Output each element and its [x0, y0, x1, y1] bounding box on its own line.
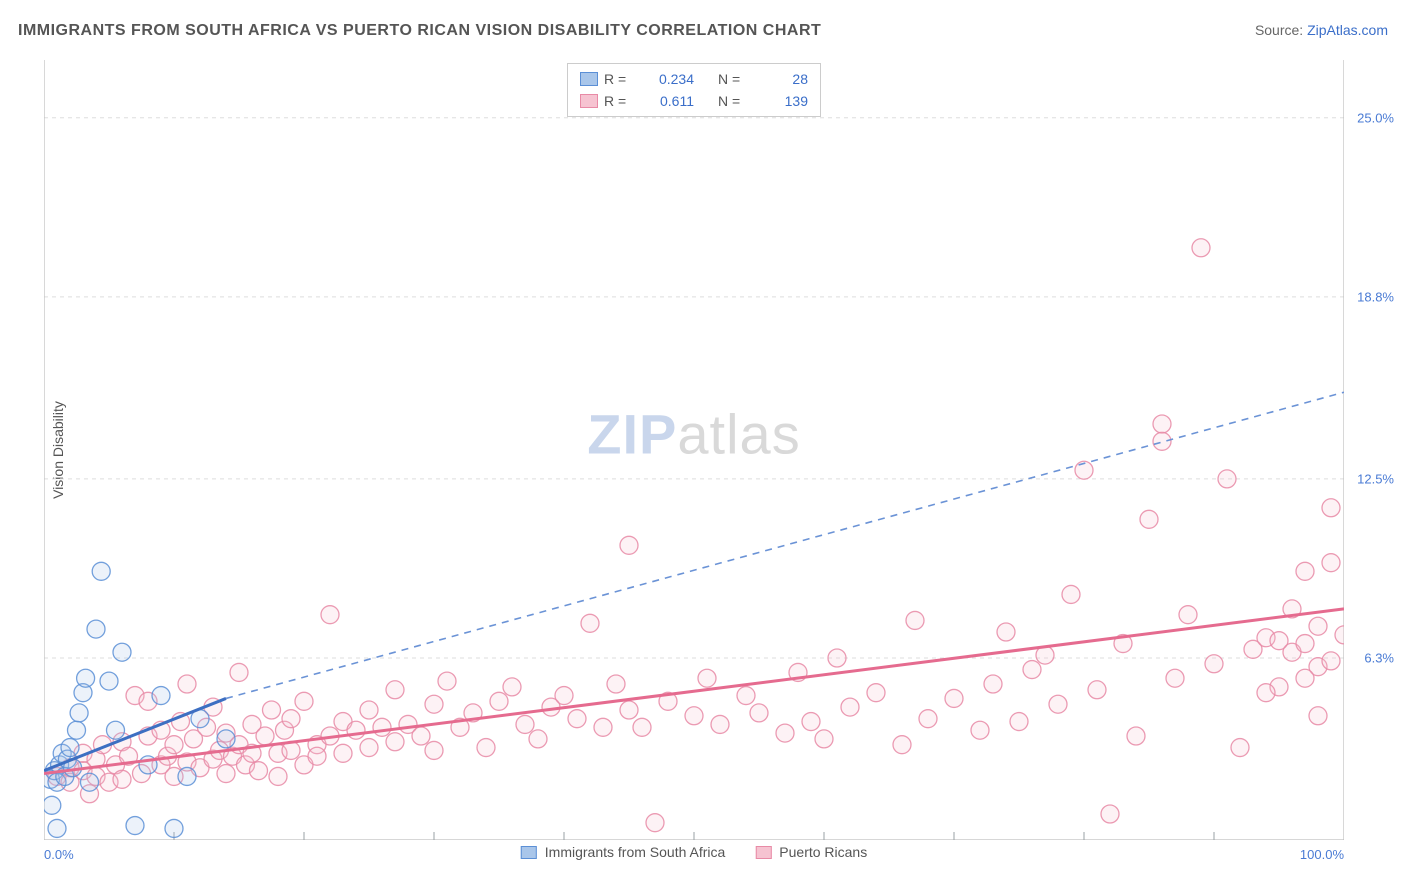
- source-prefix: Source:: [1255, 22, 1307, 38]
- legend-swatch-blue: [521, 846, 537, 859]
- source-attribution: Source: ZipAtlas.com: [1255, 22, 1388, 38]
- legend-r-value-pink: 0.611: [644, 90, 694, 112]
- y-tick-label: 12.5%: [1357, 471, 1394, 486]
- chart-svg: [44, 60, 1344, 840]
- series-legend-item-pink: Puerto Ricans: [755, 844, 867, 860]
- legend-swatch-pink: [580, 94, 598, 108]
- x-axis-min-label: 0.0%: [44, 847, 74, 862]
- legend-swatch-blue: [580, 72, 598, 86]
- legend-r-label: R =: [604, 90, 638, 112]
- correlation-legend: R = 0.234 N = 28 R = 0.611 N = 139: [567, 63, 821, 117]
- legend-n-label: N =: [718, 90, 752, 112]
- chart-plot-area: Vision Disability ZIPatlas 6.3%12.5%18.8…: [44, 60, 1344, 840]
- y-tick-label: 6.3%: [1364, 651, 1394, 666]
- series-name-pink: Puerto Ricans: [779, 844, 867, 860]
- series-legend: Immigrants from South Africa Puerto Rica…: [521, 840, 867, 860]
- legend-n-value-blue: 28: [758, 68, 808, 90]
- y-tick-label: 25.0%: [1357, 110, 1394, 125]
- source-link[interactable]: ZipAtlas.com: [1307, 22, 1388, 38]
- series-name-blue: Immigrants from South Africa: [545, 844, 726, 860]
- chart-title: IMMIGRANTS FROM SOUTH AFRICA VS PUERTO R…: [18, 22, 821, 40]
- legend-n-value-pink: 139: [758, 90, 808, 112]
- legend-r-label: R =: [604, 68, 638, 90]
- y-tick-label: 18.8%: [1357, 289, 1394, 304]
- legend-n-label: N =: [718, 68, 752, 90]
- legend-swatch-pink: [755, 846, 771, 859]
- correlation-legend-row-blue: R = 0.234 N = 28: [580, 68, 808, 90]
- x-axis-max-label: 100.0%: [1300, 847, 1344, 862]
- series-legend-item-blue: Immigrants from South Africa: [521, 844, 726, 860]
- correlation-legend-row-pink: R = 0.611 N = 139: [580, 90, 808, 112]
- legend-r-value-blue: 0.234: [644, 68, 694, 90]
